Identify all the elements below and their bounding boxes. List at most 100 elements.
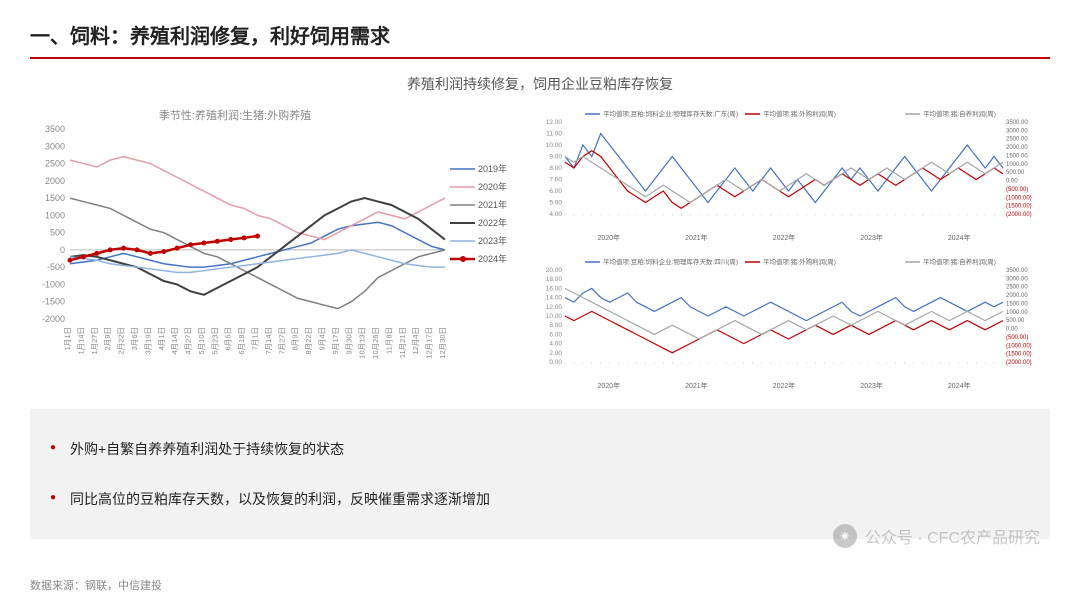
- svg-text:12.00: 12.00: [546, 119, 563, 126]
- svg-text:1500.00: 1500.00: [1006, 301, 1028, 307]
- svg-text:11.00: 11.00: [546, 131, 562, 138]
- svg-text:5月23日: 5月23日: [210, 327, 219, 355]
- subtitle: 养殖利润持续修复，饲用企业豆粕库存恢复: [30, 74, 1050, 94]
- svg-text:2022年: 2022年: [773, 381, 796, 390]
- svg-text:12月30日: 12月30日: [438, 327, 447, 359]
- svg-text:5月10日: 5月10日: [197, 327, 206, 355]
- svg-text:3月6日: 3月6日: [130, 327, 139, 350]
- svg-text:3000.00: 3000.00: [1006, 276, 1028, 282]
- svg-text:2020年: 2020年: [598, 233, 621, 242]
- svg-text:(1000.00): (1000.00): [1006, 343, 1032, 349]
- page-title: 一、饲料：养殖利润修复，利好饲用需求: [30, 20, 1050, 49]
- svg-text:2024年: 2024年: [478, 253, 507, 264]
- svg-text:平均值项:豆粕:饲料企业:物理库存天数:广东(周): 平均值项:豆粕:饲料企业:物理库存天数:广东(周): [603, 109, 738, 118]
- svg-text:1000.00: 1000.00: [1006, 309, 1028, 315]
- svg-text:12.00: 12.00: [546, 303, 563, 310]
- svg-text:平均值项:猪:外购利润(周): 平均值项:猪:外购利润(周): [763, 257, 836, 266]
- svg-text:6.00: 6.00: [549, 331, 562, 338]
- svg-text:3500: 3500: [45, 124, 65, 134]
- svg-text:9.00: 9.00: [549, 154, 562, 161]
- svg-text:(2000.00): (2000.00): [1006, 360, 1032, 366]
- svg-text:2024年: 2024年: [948, 381, 971, 390]
- svg-text:10.00: 10.00: [546, 313, 563, 320]
- svg-text:2022年: 2022年: [478, 217, 507, 228]
- svg-text:1500.00: 1500.00: [1006, 153, 1028, 159]
- svg-text:(1000.00): (1000.00): [1006, 195, 1032, 201]
- svg-text:2020年: 2020年: [598, 381, 621, 390]
- svg-text:2500: 2500: [45, 159, 65, 169]
- svg-text:7月1日: 7月1日: [251, 327, 260, 350]
- svg-text:8.00: 8.00: [549, 322, 562, 329]
- svg-text:1月14日: 1月14日: [76, 327, 85, 355]
- svg-text:平均值项:猪:外购利润(周): 平均值项:猪:外购利润(周): [763, 109, 836, 118]
- svg-text:10月26日: 10月26日: [371, 327, 380, 359]
- bullet-panel: 外购+自繁自养养殖利润处于持续恢复的状态 同比高位的豆粕库存天数，以及恢复的利润…: [30, 409, 1050, 539]
- guangdong-chart: 平均值项:豆粕:饲料企业:物理库存天数:广东(周) 平均值项:猪:外购利润(周) 平…: [535, 104, 1050, 247]
- svg-text:9月30日: 9月30日: [344, 327, 353, 355]
- svg-text:1000.00: 1000.00: [1006, 162, 1028, 168]
- bullet-2: 同比高位的豆粕库存天数，以及恢复的利润，反映催重需求逐渐增加: [50, 474, 1030, 524]
- svg-text:500: 500: [50, 228, 65, 238]
- svg-text:3000: 3000: [45, 141, 65, 151]
- svg-text:5.00: 5.00: [549, 200, 562, 207]
- data-source: 数据来源：钢联，中信建投: [30, 577, 162, 593]
- svg-text:2021年: 2021年: [685, 233, 708, 242]
- svg-text:2024年: 2024年: [948, 233, 971, 242]
- svg-text:季节性:养殖利润:生猪:外购养殖: 季节性:养殖利润:生猪:外购养殖: [159, 108, 311, 122]
- svg-text:(2000.00): (2000.00): [1006, 212, 1032, 218]
- sichuan-chart: 平均值项:豆粕:饲料企业:物理库存天数:四川(周)平均值项:猪:外购利润(周)平…: [535, 252, 1050, 395]
- svg-text:2000: 2000: [45, 176, 65, 186]
- svg-text:2023年: 2023年: [860, 381, 883, 390]
- svg-text:4月14日: 4月14日: [170, 327, 179, 355]
- svg-text:2023年: 2023年: [860, 233, 883, 242]
- svg-text:2000.00: 2000.00: [1006, 293, 1028, 299]
- svg-text:平均值项:猪:自养利润(周): 平均值项:猪:自养利润(周): [923, 109, 996, 118]
- svg-text:500.00: 500.00: [1006, 318, 1025, 324]
- svg-text:20.00: 20.00: [546, 267, 563, 274]
- svg-text:3月19日: 3月19日: [143, 327, 152, 355]
- svg-text:(500.00): (500.00): [1006, 187, 1028, 193]
- svg-text:2000.00: 2000.00: [1006, 145, 1028, 151]
- svg-text:-1500: -1500: [42, 297, 65, 307]
- svg-text:9月17日: 9月17日: [331, 327, 340, 355]
- svg-text:(1500.00): (1500.00): [1006, 204, 1032, 210]
- watermark: ✷ 公众号 · CFC农产品研究: [833, 524, 1040, 548]
- watermark-text: 公众号 · CFC农产品研究: [865, 524, 1040, 548]
- bullet-1: 外购+自繁自养养殖利润处于持续恢复的状态: [50, 424, 1030, 474]
- svg-text:0.00: 0.00: [549, 359, 562, 366]
- svg-text:6月5日: 6月5日: [224, 327, 233, 350]
- svg-text:2019年: 2019年: [478, 163, 507, 174]
- svg-text:4月27日: 4月27日: [184, 327, 193, 355]
- svg-text:2022年: 2022年: [773, 233, 796, 242]
- svg-text:11月21日: 11月21日: [398, 327, 407, 358]
- svg-text:2023年: 2023年: [478, 235, 507, 246]
- svg-text:-1000: -1000: [42, 279, 65, 289]
- svg-text:2021年: 2021年: [478, 199, 507, 210]
- charts-row: 季节性:养殖利润:生猪:外购养殖-2000-1500-1000-50005001…: [30, 104, 1050, 394]
- svg-text:2月9日: 2月9日: [103, 327, 112, 350]
- svg-text:0.00: 0.00: [1006, 179, 1018, 185]
- svg-text:3000.00: 3000.00: [1006, 128, 1028, 134]
- svg-text:8.00: 8.00: [549, 165, 562, 172]
- svg-text:1000: 1000: [45, 210, 65, 220]
- svg-text:11月8日: 11月8日: [384, 327, 393, 354]
- svg-text:2021年: 2021年: [685, 381, 708, 390]
- svg-text:平均值项:猪:自养利润(周): 平均值项:猪:自养利润(周): [923, 257, 996, 266]
- svg-text:12月17日: 12月17日: [425, 327, 434, 359]
- svg-text:-500: -500: [47, 262, 65, 272]
- svg-text:10.00: 10.00: [546, 142, 563, 149]
- svg-text:(1500.00): (1500.00): [1006, 351, 1032, 357]
- svg-text:4.00: 4.00: [549, 211, 562, 218]
- svg-text:8月22日: 8月22日: [304, 327, 313, 355]
- svg-text:2500.00: 2500.00: [1006, 137, 1028, 143]
- svg-text:0.00: 0.00: [1006, 326, 1018, 332]
- svg-text:7.00: 7.00: [549, 177, 562, 184]
- seasonal-chart: 季节性:养殖利润:生猪:外购养殖-2000-1500-1000-50005001…: [30, 104, 520, 394]
- svg-text:6月18日: 6月18日: [237, 327, 246, 355]
- svg-text:16.00: 16.00: [546, 285, 563, 292]
- svg-text:(500.00): (500.00): [1006, 334, 1028, 340]
- svg-text:1月1日: 1月1日: [63, 327, 72, 350]
- svg-text:12月4日: 12月4日: [411, 327, 420, 355]
- right-charts: 平均值项:豆粕:饲料企业:物理库存天数:广东(周)平均值项:猪:外购利润(周)平…: [535, 104, 1050, 394]
- svg-text:500.00: 500.00: [1006, 170, 1025, 176]
